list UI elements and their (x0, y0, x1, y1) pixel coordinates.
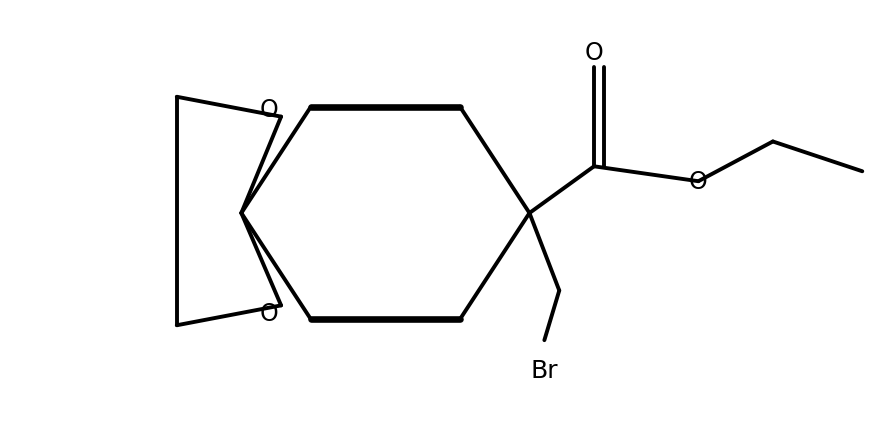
Text: O: O (259, 98, 278, 121)
Text: Br: Br (530, 358, 558, 382)
Text: O: O (259, 302, 278, 325)
Text: O: O (688, 170, 707, 194)
Text: O: O (584, 41, 603, 65)
